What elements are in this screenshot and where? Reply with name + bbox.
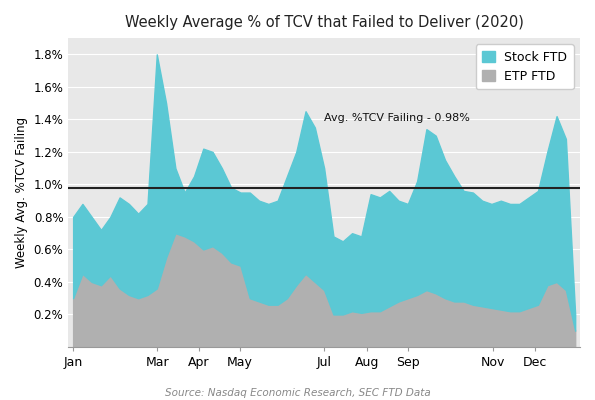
Text: Source: Nasdaq Economic Research, SEC FTD Data: Source: Nasdaq Economic Research, SEC FT… [165, 388, 430, 398]
Title: Weekly Average % of TCV that Failed to Deliver (2020): Weekly Average % of TCV that Failed to D… [125, 15, 524, 30]
Text: Avg. %TCV Failing - 0.98%: Avg. %TCV Failing - 0.98% [324, 113, 470, 123]
Legend: Stock FTD, ETP FTD: Stock FTD, ETP FTD [476, 44, 574, 89]
Y-axis label: Weekly Avg. %TCV Failing: Weekly Avg. %TCV Failing [15, 117, 28, 268]
